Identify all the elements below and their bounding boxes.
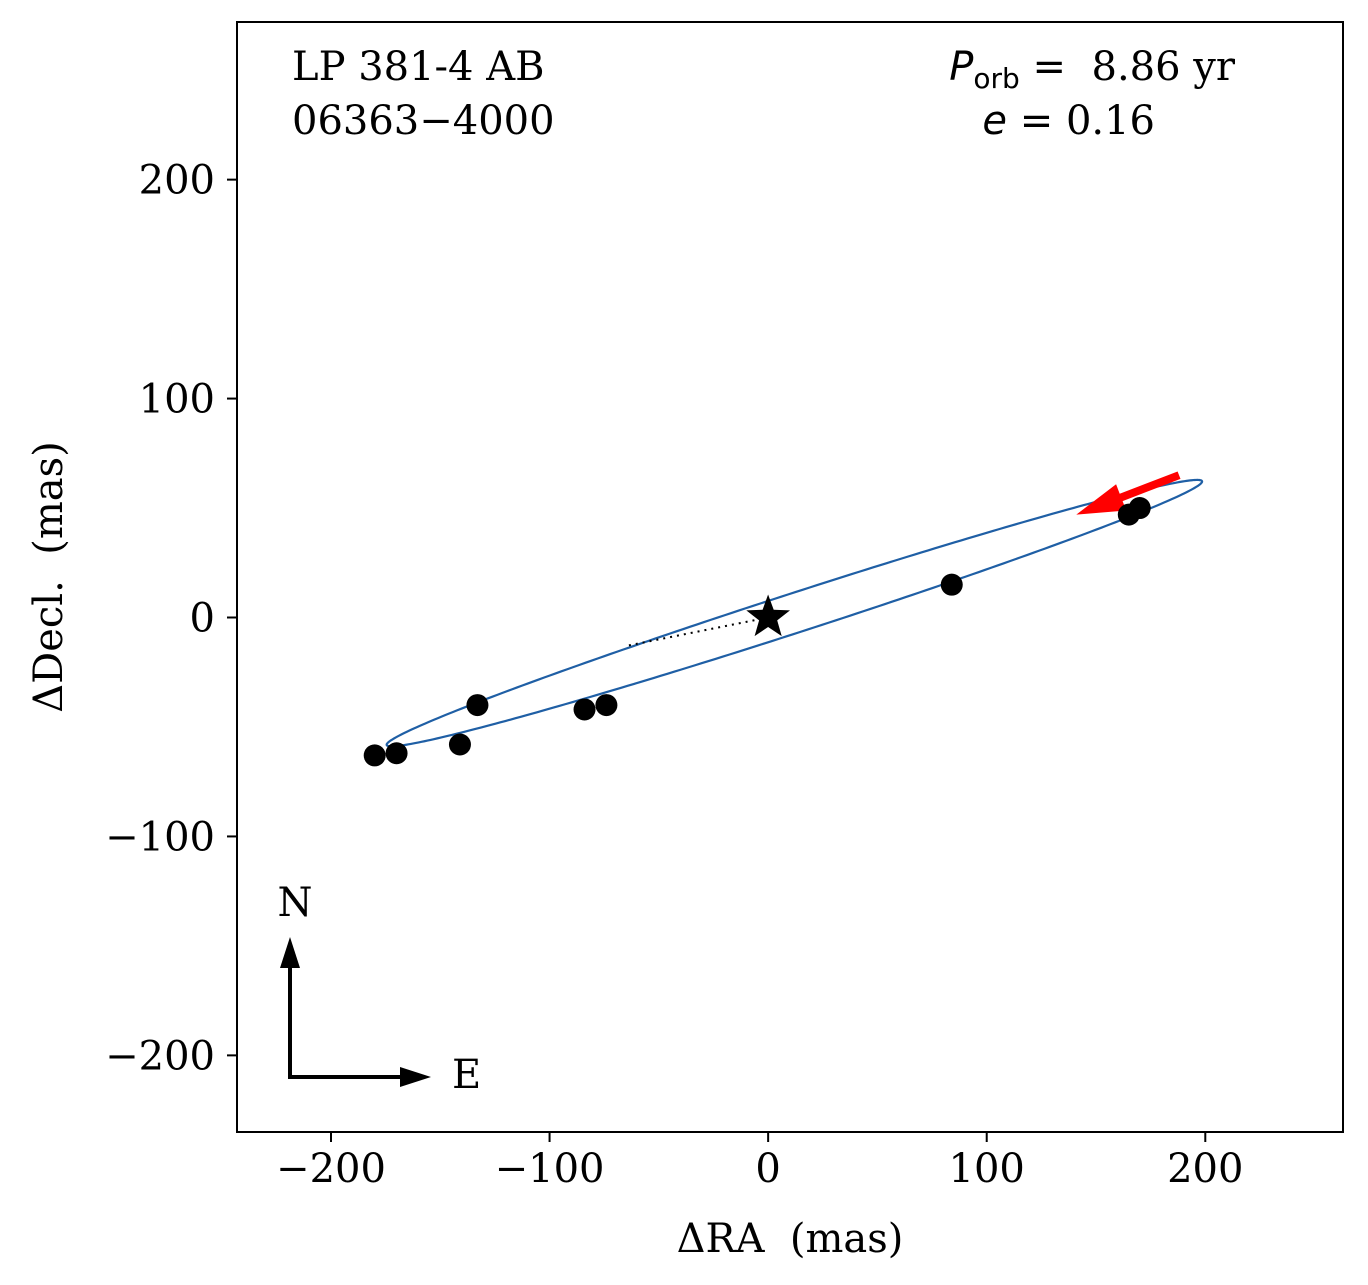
east-label: E xyxy=(452,1052,481,1098)
x-tick-label: −100 xyxy=(495,1146,605,1192)
period-equals: = xyxy=(1020,44,1092,90)
data-point-2 xyxy=(1117,503,1140,526)
compass: N E xyxy=(278,880,482,1098)
y-tick-label: 200 xyxy=(139,158,215,204)
period-value: 8.86 yr xyxy=(1092,44,1236,90)
x-tick-label: −200 xyxy=(276,1146,386,1192)
data-point-7 xyxy=(448,733,471,756)
y-tick-label: 0 xyxy=(190,596,215,642)
data-point-3 xyxy=(940,573,963,596)
title-line-2: 06363−4000 xyxy=(292,98,555,144)
x-tick-label: 0 xyxy=(755,1146,780,1192)
data-point-4 xyxy=(595,694,618,717)
primary-star-marker xyxy=(746,594,790,637)
periastron-line xyxy=(625,616,769,647)
x-tick-label: 100 xyxy=(949,1146,1025,1192)
title-line-1: LP 381-4 AB xyxy=(292,44,545,90)
orbit-ellipse xyxy=(385,478,1204,748)
x-axis-label: ΔRA (mas) xyxy=(677,1216,904,1262)
eccentricity-value: 0.16 xyxy=(1066,98,1155,144)
data-point-9 xyxy=(363,744,386,767)
data-point-8 xyxy=(385,742,408,765)
eccentricity-annotation: e = 0.16 xyxy=(982,98,1155,144)
axes-frame xyxy=(236,21,1344,1133)
period-annotation: Porb = 8.86 yr xyxy=(949,44,1236,95)
x-tick-label: 200 xyxy=(1167,1146,1243,1192)
period-symbol: P xyxy=(949,44,974,90)
y-tick-label: −100 xyxy=(105,814,215,860)
north-label: N xyxy=(278,880,313,926)
east-arrow-head xyxy=(400,1067,431,1087)
y-tick-label: 100 xyxy=(139,377,215,423)
motion-arrow xyxy=(1076,471,1181,515)
eccentricity-equals: = xyxy=(1007,98,1066,144)
eccentricity-symbol: e xyxy=(982,98,1007,144)
y-tick-label: −200 xyxy=(105,1033,215,1079)
period-subscript: orb xyxy=(973,62,1019,95)
y-axis-label: ΔDecl. (mas) xyxy=(26,441,72,712)
data-point-5 xyxy=(573,698,596,721)
north-arrow-head xyxy=(280,937,300,968)
data-point-6 xyxy=(466,694,489,717)
